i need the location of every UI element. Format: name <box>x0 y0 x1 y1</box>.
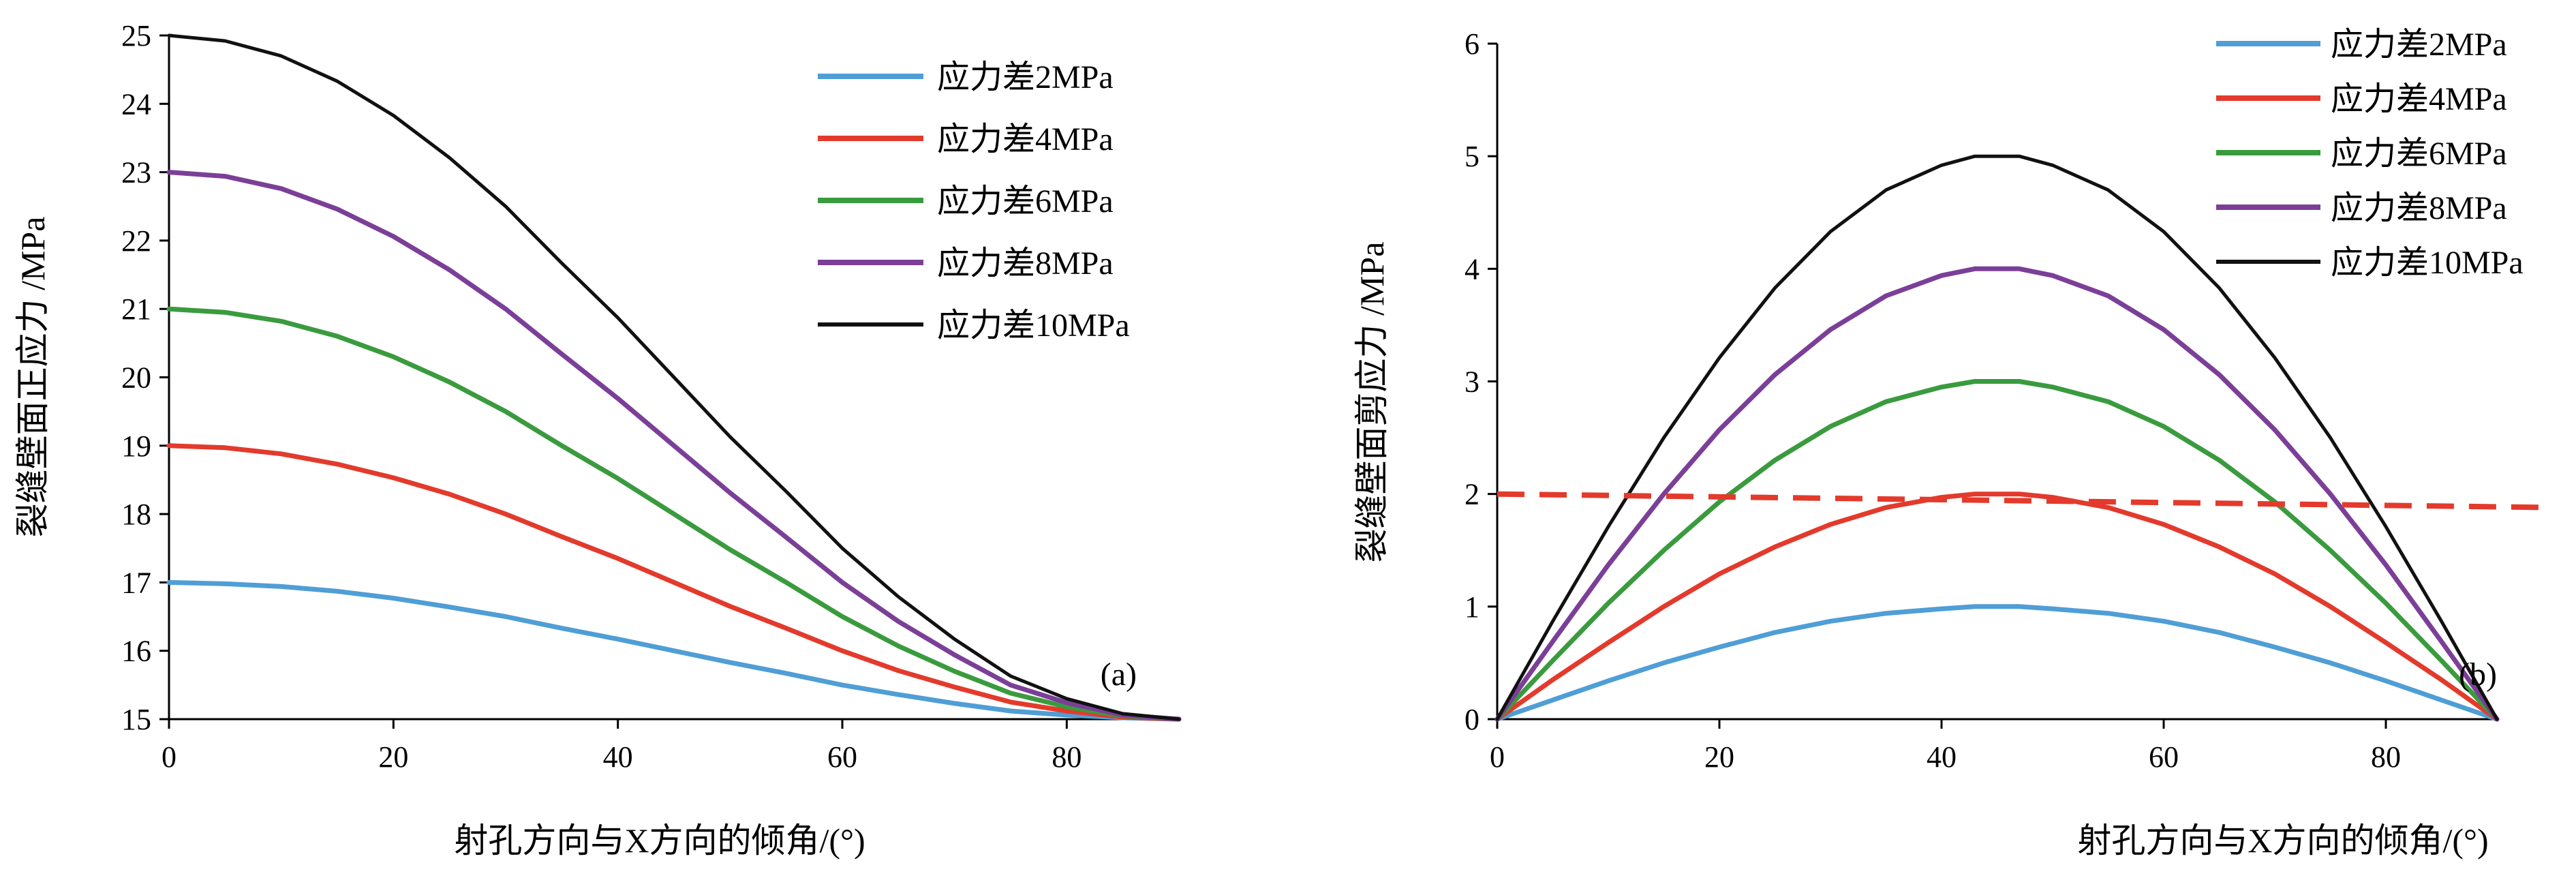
x-tick-label: 20 <box>378 740 408 774</box>
y-tick-label: 25 <box>121 19 151 52</box>
x-axis-title: 射孔方向与X方向的倾角/(°) <box>2077 821 2488 860</box>
x-tick-label: 60 <box>827 740 857 774</box>
y-tick-label: 17 <box>121 566 151 599</box>
legend-label: 应力差8MPa <box>937 245 1114 282</box>
x-tick-label: 0 <box>1490 740 1505 774</box>
series-line-1 <box>1494 604 2500 722</box>
y-axis-title: 裂缝壁面正应力 /MPa <box>14 217 52 538</box>
legend: 应力差2MPa 应力差4MPa 应力差6MPa 应力差8MPa 应力差10MPa <box>818 59 1130 344</box>
legend-label: 应力差6MPa <box>937 183 1114 220</box>
y-tick-label: 18 <box>121 498 151 531</box>
legend-label: 应力差4MPa <box>937 121 1114 157</box>
y-tick-label: 5 <box>1465 140 1479 173</box>
y-tick-label: 3 <box>1465 365 1479 399</box>
y-tick-label: 1 <box>1465 590 1479 624</box>
y-tick-label: 19 <box>121 429 151 463</box>
legend-label: 应力差8MPa <box>2331 190 2507 226</box>
legend-label: 应力差10MPa <box>2331 245 2524 281</box>
panel-label: (b) <box>2459 656 2497 693</box>
y-tick-label: 2 <box>1465 478 1479 511</box>
x-tick-label: 80 <box>2371 740 2401 774</box>
reference-dashed-line <box>1497 491 2553 511</box>
y-axis-title: 裂缝壁面剪应力 /MPa <box>1353 242 1391 563</box>
x-axis-title: 射孔方向与X方向的倾角/(°) <box>454 821 865 860</box>
x-tick-label: 80 <box>1052 740 1082 774</box>
series-line-5 <box>167 33 1181 721</box>
series-line-5 <box>1495 154 2499 721</box>
y-tick-label: 23 <box>121 156 151 190</box>
series-line-3 <box>1494 379 2500 722</box>
legend-label: 应力差10MPa <box>937 307 1130 344</box>
legend: 应力差2MPa 应力差4MPa 应力差6MPa 应力差8MPa 应力差10MPa <box>2216 27 2524 281</box>
y-tick-label: 16 <box>121 635 151 668</box>
y-tick-label: 4 <box>1465 252 1479 286</box>
series-line-2 <box>1494 491 2500 722</box>
legend-label: 应力差6MPa <box>2331 136 2507 172</box>
y-tick-label: 24 <box>121 87 151 121</box>
y-tick-label: 0 <box>1465 703 1479 736</box>
series-line-4 <box>1494 266 2500 722</box>
series-line-1 <box>166 579 1182 722</box>
x-tick-label: 20 <box>1704 740 1734 774</box>
legend-label: 应力差2MPa <box>2331 27 2507 63</box>
series-line-3 <box>166 306 1182 722</box>
series-line-4 <box>166 170 1182 722</box>
legend-label: 应力差4MPa <box>2331 81 2507 117</box>
y-tick-label: 22 <box>121 224 151 258</box>
y-tick-label: 21 <box>121 292 151 326</box>
x-tick-label: 0 <box>162 740 177 774</box>
y-tick-label: 20 <box>121 361 151 395</box>
legend-label: 应力差2MPa <box>937 59 1114 95</box>
x-tick-label: 40 <box>1927 740 1957 774</box>
y-tick-label: 15 <box>121 703 151 736</box>
x-tick-label: 60 <box>2149 740 2179 774</box>
series-line-2 <box>166 443 1182 722</box>
y-tick-label: 6 <box>1465 27 1479 61</box>
x-tick-label: 40 <box>603 740 633 774</box>
panel-label: (a) <box>1101 656 1137 693</box>
